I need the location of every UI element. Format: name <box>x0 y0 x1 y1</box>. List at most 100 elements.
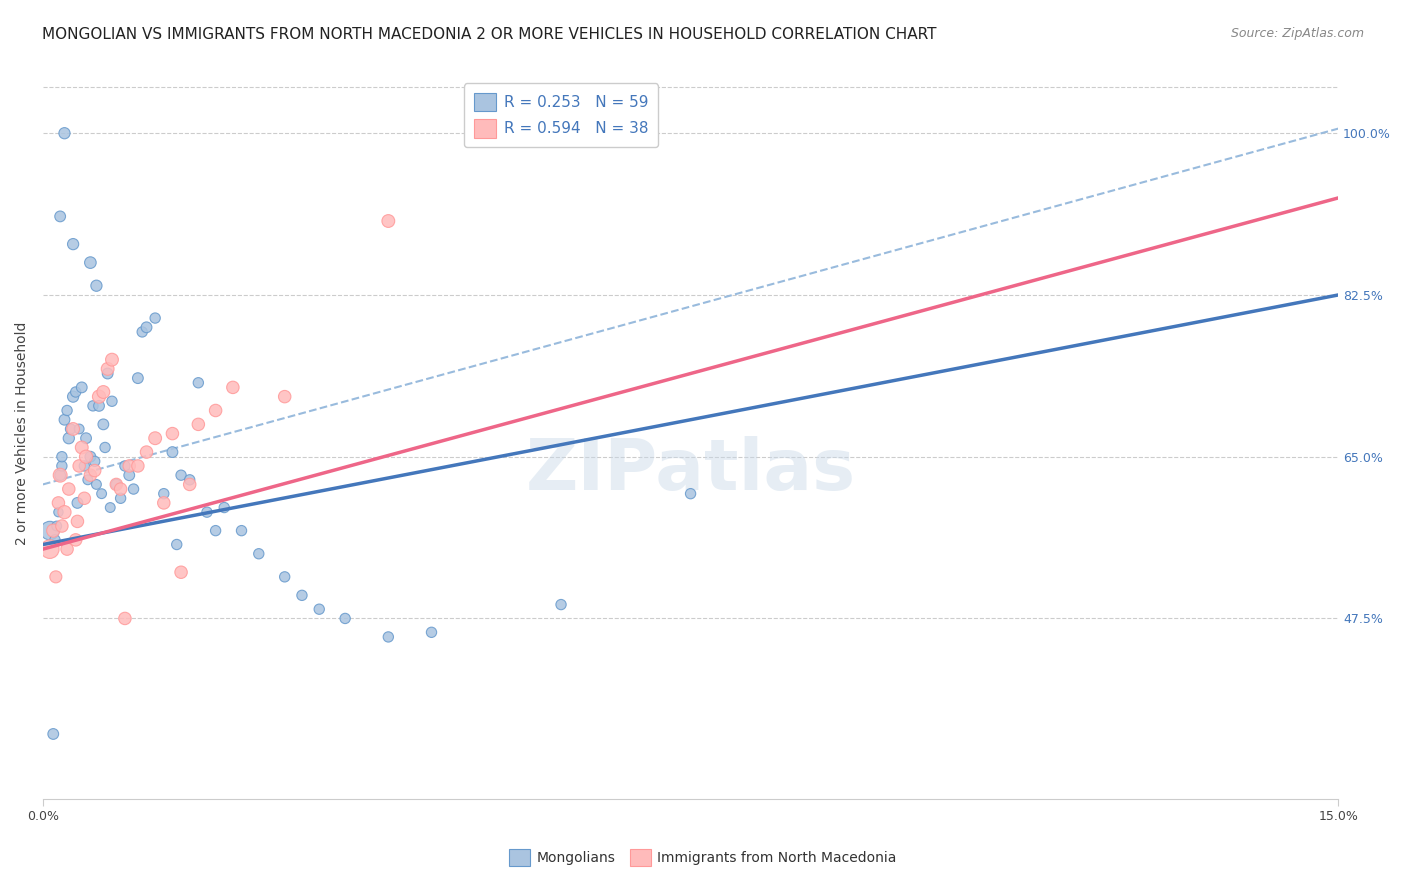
Point <box>56 542 79 557</box>
Point <box>87 390 110 404</box>
Y-axis label: 2 or more Vehicles in Household: 2 or more Vehicles in Household <box>15 322 30 545</box>
Point <box>70 380 93 394</box>
Point <box>143 431 166 445</box>
Point <box>170 468 193 483</box>
Point <box>222 380 245 394</box>
Point <box>679 486 702 500</box>
Point <box>91 384 114 399</box>
Point <box>135 445 157 459</box>
Point <box>131 325 153 339</box>
Point <box>162 445 184 459</box>
Point <box>273 390 295 404</box>
Point <box>187 376 209 390</box>
Point <box>49 210 72 224</box>
Point <box>377 630 399 644</box>
Point <box>48 505 70 519</box>
Point <box>56 403 79 417</box>
Point <box>152 496 174 510</box>
Point <box>75 450 97 464</box>
Point <box>122 482 145 496</box>
Point <box>97 362 120 376</box>
Point <box>38 524 60 538</box>
Point <box>62 390 84 404</box>
Point <box>101 394 124 409</box>
Point <box>42 727 65 741</box>
Legend: Mongolians, Immigrants from North Macedonia: Mongolians, Immigrants from North Macedo… <box>503 844 903 871</box>
Point <box>53 126 76 140</box>
Point <box>53 413 76 427</box>
Point <box>67 458 90 473</box>
Point <box>143 311 166 326</box>
Point <box>204 403 226 417</box>
Point <box>127 458 149 473</box>
Point <box>58 431 80 445</box>
Point <box>49 468 72 483</box>
Point <box>204 524 226 538</box>
Text: Source: ZipAtlas.com: Source: ZipAtlas.com <box>1230 27 1364 40</box>
Point <box>90 486 112 500</box>
Point <box>45 570 67 584</box>
Point <box>67 422 90 436</box>
Point <box>195 505 218 519</box>
Point <box>98 500 121 515</box>
Point <box>62 422 84 436</box>
Point <box>51 519 73 533</box>
Point <box>179 477 201 491</box>
Point <box>179 473 201 487</box>
Point <box>377 214 399 228</box>
Point <box>42 524 65 538</box>
Point <box>118 468 141 483</box>
Point <box>83 464 105 478</box>
Point <box>73 458 96 473</box>
Legend: R = 0.253   N = 59, R = 0.594   N = 38: R = 0.253 N = 59, R = 0.594 N = 38 <box>464 84 658 146</box>
Point <box>420 625 443 640</box>
Point <box>94 441 117 455</box>
Point <box>187 417 209 432</box>
Point <box>51 458 73 473</box>
Point <box>51 450 73 464</box>
Point <box>91 417 114 432</box>
Point <box>170 566 193 580</box>
Point <box>65 533 87 547</box>
Point <box>247 547 270 561</box>
Point <box>273 570 295 584</box>
Point <box>45 519 67 533</box>
Point <box>49 468 72 483</box>
Point <box>66 496 89 510</box>
Point <box>86 278 108 293</box>
Point <box>152 486 174 500</box>
Point <box>308 602 330 616</box>
Point <box>58 482 80 496</box>
Text: MONGOLIAN VS IMMIGRANTS FROM NORTH MACEDONIA 2 OR MORE VEHICLES IN HOUSEHOLD COR: MONGOLIAN VS IMMIGRANTS FROM NORTH MACED… <box>42 27 936 42</box>
Point <box>59 422 82 436</box>
Point <box>48 496 70 510</box>
Point <box>79 468 101 483</box>
Point <box>73 491 96 506</box>
Point <box>105 477 128 491</box>
Point <box>97 367 120 381</box>
Point <box>550 598 572 612</box>
Point <box>333 611 356 625</box>
Point <box>70 441 93 455</box>
Point <box>79 255 101 269</box>
Point <box>166 537 188 551</box>
Point <box>87 399 110 413</box>
Point <box>86 477 108 491</box>
Point <box>105 477 128 491</box>
Point <box>66 515 89 529</box>
Point <box>82 399 104 413</box>
Point <box>110 491 132 506</box>
Point <box>127 371 149 385</box>
Point <box>79 450 101 464</box>
Point <box>62 237 84 252</box>
Point <box>135 320 157 334</box>
Point <box>44 533 66 547</box>
Point <box>38 542 60 557</box>
Point <box>65 384 87 399</box>
Point <box>162 426 184 441</box>
Point <box>212 500 235 515</box>
Point <box>83 454 105 468</box>
Point <box>75 431 97 445</box>
Point <box>118 458 141 473</box>
Point <box>76 473 98 487</box>
